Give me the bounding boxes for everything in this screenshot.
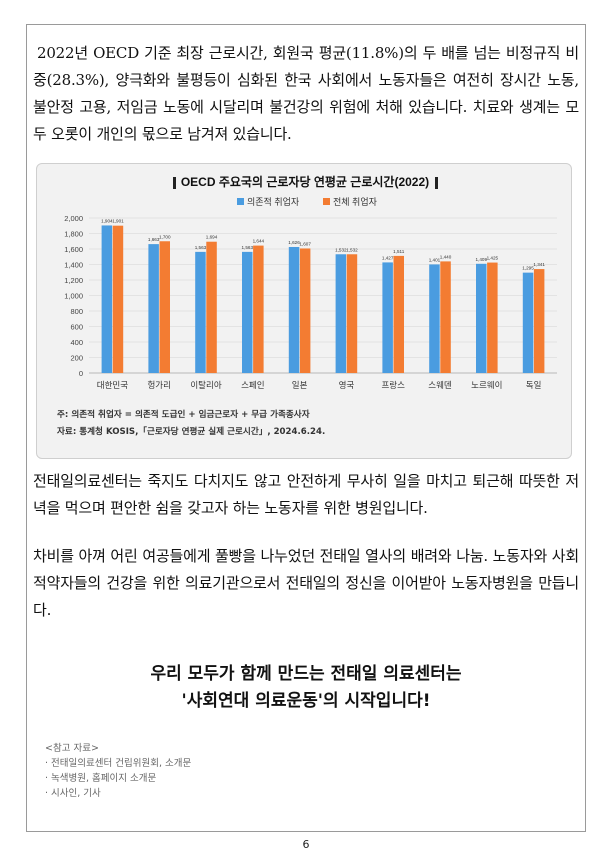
bar xyxy=(206,241,217,373)
data-label: 1,663 xyxy=(148,237,160,242)
data-label: 1,511 xyxy=(393,249,405,254)
data-label: 1,644 xyxy=(253,239,265,244)
data-label: 1,694 xyxy=(206,235,218,240)
data-label: 1,626 xyxy=(288,240,300,245)
x-tick-label: 독일 xyxy=(526,380,542,390)
bar xyxy=(299,248,311,373)
references-block: <참고 자료> · 전태일의료센터 건립위원회, 소개문 · 녹색병원, 홈페이… xyxy=(45,741,191,801)
title-marker-left xyxy=(173,177,176,189)
references-heading: <참고 자료> xyxy=(45,743,99,754)
bar xyxy=(335,254,347,373)
y-tick-label: 400 xyxy=(70,338,83,347)
data-label: 1,904 xyxy=(101,218,113,223)
bar xyxy=(148,244,159,373)
x-tick-label: 대한민국 xyxy=(97,380,128,390)
y-tick-label: 600 xyxy=(70,323,83,332)
headline-line-1: 우리 모두가 함께 만드는 전태일 의료센터는 xyxy=(150,664,462,684)
bar-chart-panel: OECD 주요국의 근로자당 연평균 근로시간(2022) 의존적 취업자 전체 … xyxy=(36,163,572,459)
y-tick-label: 800 xyxy=(70,307,83,316)
reference-item: · 녹색병원, 홈페이지 소개문 xyxy=(45,773,157,784)
chart-title: OECD 주요국의 근로자당 연평균 근로시간(2022) xyxy=(181,174,429,189)
chart-source: 자료: 통계청 KOSIS,「근로자당 연평균 실제 근로시간」, 2024.6… xyxy=(57,427,326,437)
x-tick-label: 헝가리 xyxy=(147,380,170,390)
bar xyxy=(487,262,498,373)
legend-label: 의존적 취업자 xyxy=(247,196,300,207)
y-tick-label: 1,400 xyxy=(64,261,83,270)
x-tick-label: 일본 xyxy=(292,380,308,390)
y-tick-label: 1,200 xyxy=(64,276,83,285)
bar xyxy=(533,269,545,373)
y-tick-label: 1,800 xyxy=(64,230,83,239)
data-label: 1,409 xyxy=(476,257,488,262)
data-label: 1,563 xyxy=(242,245,254,250)
data-label: 1,532 xyxy=(335,247,347,252)
legend-swatch xyxy=(237,198,244,205)
x-tick-label: 스페인 xyxy=(241,380,264,390)
bar-series: 1,904 1,9011,6631,7001,5631,6941,5631,644… xyxy=(101,218,545,373)
bar-chart: OECD 주요국의 근로자당 연평균 근로시간(2022) 의존적 취업자 전체 … xyxy=(64,174,557,390)
page-border-frame xyxy=(26,24,586,832)
data-label: 1,532 xyxy=(346,247,358,252)
bar xyxy=(195,251,206,373)
x-axis: 대한민국 헝가리 이탈리아 스페인 일본 영국 프랑스 스웨덴 노르웨이 독일 xyxy=(97,380,542,390)
y-tick-label: 0 xyxy=(79,369,83,378)
data-label: 1,607 xyxy=(299,241,311,246)
data-label: 1,563 xyxy=(195,245,207,250)
bar xyxy=(440,261,451,373)
data-label: 1,425 xyxy=(487,256,499,261)
bar xyxy=(242,251,253,373)
x-tick-label: 스웨덴 xyxy=(428,380,452,390)
data-label: 1,401 xyxy=(429,257,441,262)
legend-label: 전체 취업자 xyxy=(333,197,378,207)
data-label: 1,341 xyxy=(533,262,545,267)
y-tick-label: 2,000 xyxy=(64,214,83,223)
reference-item: · 시사인, 기사 xyxy=(45,788,101,799)
chart-note: 주: 의존적 취업자 = 의존적 도급인 + 임금근로자 + 무급 가족종사자 xyxy=(57,410,310,420)
bar xyxy=(101,225,113,373)
bar xyxy=(253,245,264,373)
y-tick-label: 200 xyxy=(70,354,83,363)
y-tick-label: 1,600 xyxy=(64,245,83,254)
bar xyxy=(112,225,124,373)
bar xyxy=(346,254,358,373)
intro-paragraph: 2022년 OECD 기준 최장 근로시간, 회원국 평균(11.8%)의 두 … xyxy=(33,44,579,143)
bar xyxy=(429,264,440,373)
reference-item: · 전태일의료센터 건립위원회, 소개문 xyxy=(45,758,192,769)
data-label: 1,700 xyxy=(159,234,171,239)
page-number: 6 xyxy=(302,838,310,851)
data-label: 1,427 xyxy=(382,255,394,260)
x-tick-label: 프랑스 xyxy=(381,380,405,390)
y-axis: 2,000 1,800 1,600 1,400 1,200 1,000 800 600 400 2… xyxy=(64,214,83,378)
data-label: 1,901 xyxy=(112,219,124,224)
bar xyxy=(159,241,170,373)
bar xyxy=(288,246,300,373)
y-tick-label: 1,000 xyxy=(64,292,83,301)
paragraph-three: 차비를 아껴 어린 여공들에게 풀빵을 나누었던 전태일 열사의 배려와 나눔.… xyxy=(33,547,579,619)
bar xyxy=(393,255,404,373)
x-tick-label: 노르웨이 xyxy=(471,380,502,390)
bar xyxy=(382,262,393,373)
data-label: 1,295 xyxy=(522,266,534,271)
legend-swatch xyxy=(323,198,330,205)
chart-legend: 의존적 취업자 전체 취업자 xyxy=(237,196,378,207)
headline-line-2: '사회연대 의료운동'의 시작입니다! xyxy=(181,691,431,711)
x-tick-label: 영국 xyxy=(339,380,355,390)
title-marker-right xyxy=(435,177,438,189)
bar xyxy=(522,272,534,373)
data-label: 1,440 xyxy=(440,254,452,259)
bar xyxy=(476,263,487,373)
paragraph-two: 전태일의료센터는 죽지도 다치지도 않고 안전하게 무사히 일을 마치고 퇴근해… xyxy=(33,472,579,517)
x-tick-label: 이탈리아 xyxy=(190,380,221,390)
